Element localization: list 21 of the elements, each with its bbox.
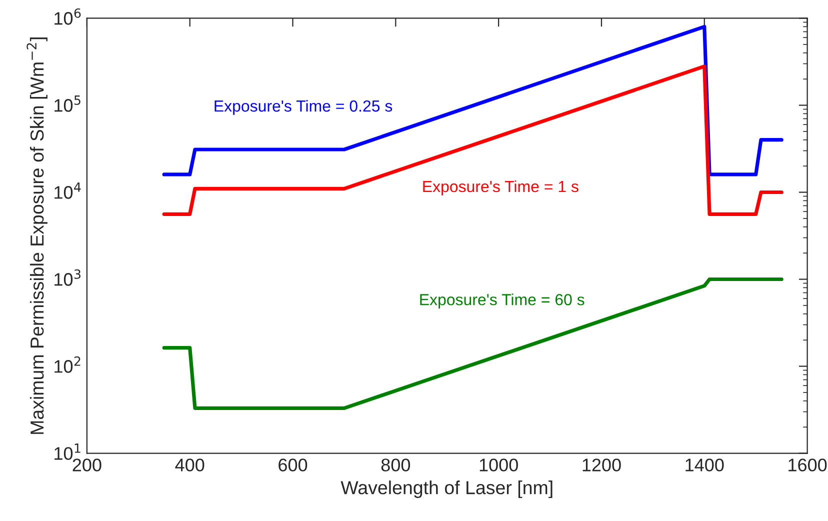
x-tick-label: 1400 bbox=[686, 458, 724, 472]
series-label: Exposure's Time = 0.25 s bbox=[214, 100, 392, 115]
line-series bbox=[162, 277, 784, 410]
y-tick-label: 10$^{6}$ bbox=[54, 8, 81, 25]
x-tick-label: 1600 bbox=[788, 458, 827, 472]
y-tick-label: 10$^{3}$ bbox=[54, 269, 80, 286]
line-series bbox=[162, 64, 784, 216]
y-tick-label: 10$^{5}$ bbox=[54, 96, 80, 112]
series-label: Exposure's Time = 60 s bbox=[420, 294, 584, 308]
series-label: Exposure's Time = 1 s bbox=[423, 180, 578, 196]
x-tick-label: 400 bbox=[175, 458, 204, 472]
x-axis-title: Wavelength of Laser [nm] bbox=[340, 480, 552, 498]
x-tick-label: 1000 bbox=[480, 458, 518, 472]
y-axis-title: Maximum Permissible Exposure of Skin [Wm$^{−2}$] bbox=[26, 37, 48, 434]
y-tick-label: 10$^{1}$ bbox=[54, 444, 80, 460]
y-tick-label: 10$^{2}$ bbox=[54, 356, 80, 373]
x-tick-label: 800 bbox=[381, 458, 410, 472]
x-tick-label: 200 bbox=[72, 458, 102, 472]
x-tick-label: 1200 bbox=[582, 458, 621, 472]
y-tick-label: 10$^{4}$ bbox=[54, 182, 81, 199]
x-tick-label: 600 bbox=[278, 458, 308, 472]
